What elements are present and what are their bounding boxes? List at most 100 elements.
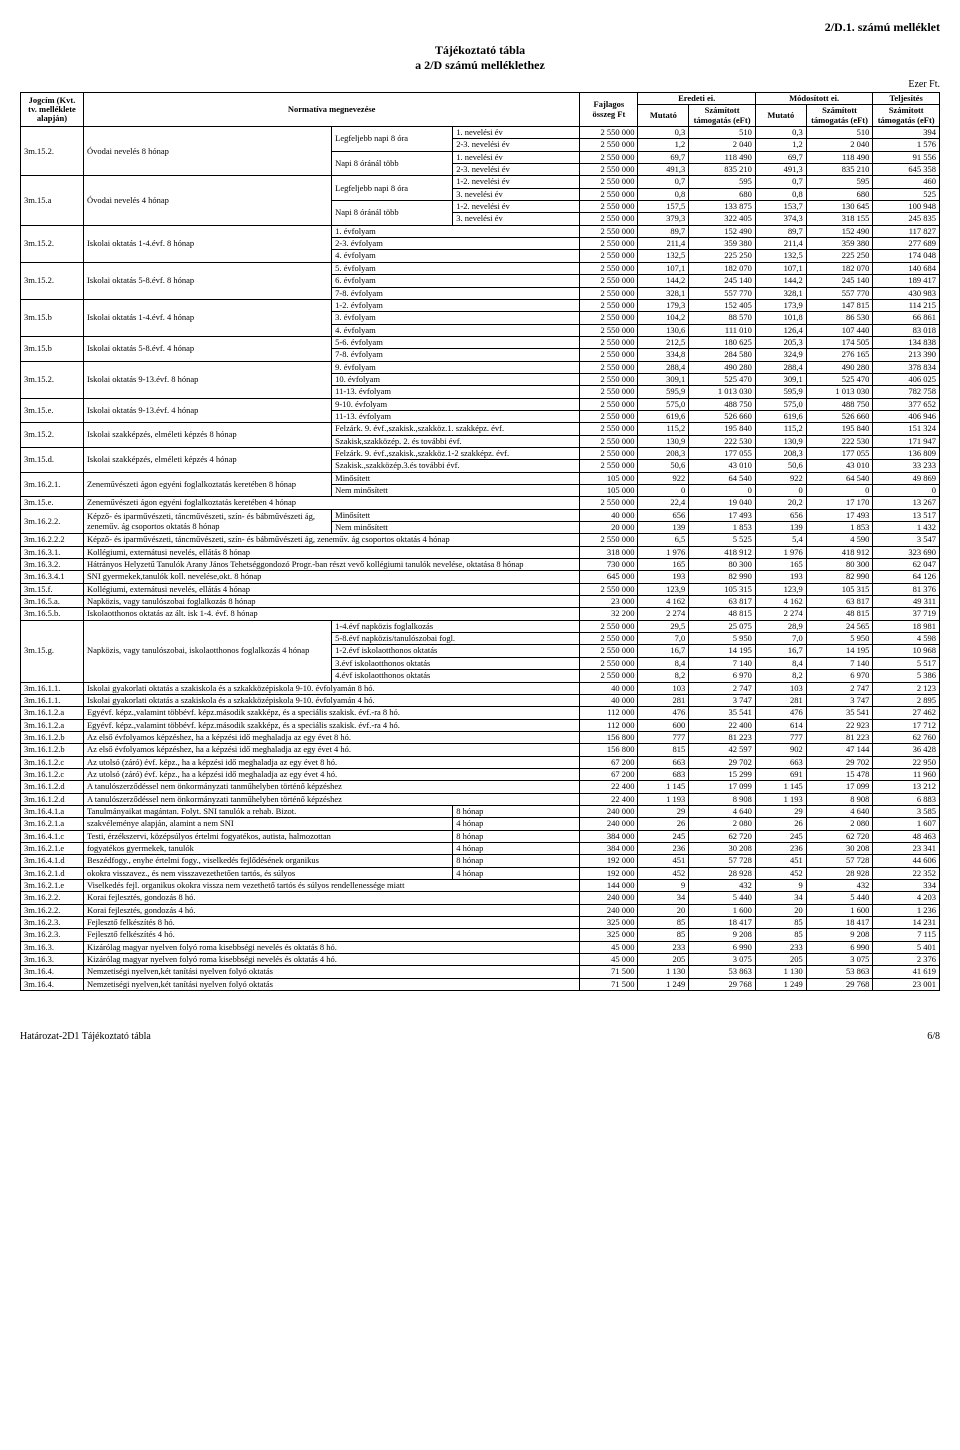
cell: Viselkedés fejl. organikus okokra vissza…	[83, 880, 579, 892]
cell: 2 550 000	[580, 312, 638, 324]
cell: 47 144	[806, 744, 873, 756]
cell: 1 853	[689, 522, 756, 534]
cell: Egyévf. képz.,valamint többévf. képz.más…	[83, 707, 579, 719]
cell: 48 815	[689, 608, 756, 620]
cell: 1 600	[806, 904, 873, 916]
cell: 2-3. évfolyam	[332, 238, 580, 250]
cell: Legfeljebb napi 8 óra	[332, 176, 453, 201]
cell: 1,2	[638, 139, 689, 151]
cell: 3 747	[806, 694, 873, 706]
cell: 384 000	[580, 842, 638, 854]
cell: 132,5	[638, 250, 689, 262]
cell: 3m.15.2.	[21, 262, 84, 299]
cell: 82 990	[806, 571, 873, 583]
table-row: 3m.16.4.Nemzetiségi nyelven,két tanítási…	[21, 966, 940, 978]
cell: 18 417	[806, 917, 873, 929]
cell: 88 570	[689, 312, 756, 324]
cell: 208,3	[638, 447, 689, 459]
cell: 595,9	[638, 386, 689, 398]
cell: 14 195	[806, 645, 873, 657]
cell: 18 981	[873, 620, 940, 632]
cell: 67 200	[580, 756, 638, 768]
cell: 491,3	[755, 164, 806, 176]
cell: 3.évf iskolaotthonos oktatás	[332, 657, 580, 669]
cell: 3m.16.2.1.a	[21, 818, 84, 830]
cell: 557 770	[806, 287, 873, 299]
cell: 111 010	[689, 324, 756, 336]
cell: 526 660	[806, 410, 873, 422]
cell: 85	[638, 917, 689, 929]
cell: 4 203	[873, 892, 940, 904]
cell: 225 250	[806, 250, 873, 262]
cell: 22 400	[580, 781, 638, 793]
cell: 334	[873, 880, 940, 892]
cell: 8,4	[755, 657, 806, 669]
table-row: 3m.16.1.2.bAz első évfolyamos képzéshez,…	[21, 744, 940, 756]
cell: 8,2	[638, 670, 689, 682]
table-row: 3m.15.2.Iskolai oktatás 1-4.évf. 8 hónap…	[21, 225, 940, 237]
cell: 377 652	[873, 398, 940, 410]
table-row: 3m.16.5.b.Iskolaotthonos oktatás az ált.…	[21, 608, 940, 620]
cell: 7 140	[806, 657, 873, 669]
cell: 1-4.évf napközis foglalkozás	[332, 620, 580, 632]
cell: 3m.16.1.2.a	[21, 707, 84, 719]
cell: 3m.16.1.2.b	[21, 744, 84, 756]
cell: 144 000	[580, 880, 638, 892]
cell: 3m.16.3.	[21, 941, 84, 953]
cell: 2 550 000	[580, 299, 638, 311]
cell: 3m.16.2.3.	[21, 917, 84, 929]
cell: 20 000	[580, 522, 638, 534]
cell: 171 947	[873, 435, 940, 447]
cell: 922	[638, 472, 689, 484]
cell: 2 550 000	[580, 336, 638, 348]
cell: 117 827	[873, 225, 940, 237]
attachment-number: 2/D.1. számú melléklet	[20, 20, 940, 35]
cell: 4 hónap	[453, 818, 580, 830]
cell: 1 130	[638, 966, 689, 978]
cell: 130,9	[638, 435, 689, 447]
table-row: 3m.16.3.1.Kollégiumi, externátusi nevelé…	[21, 546, 940, 558]
cell: 37 719	[873, 608, 940, 620]
cell: 3m.15.d.	[21, 447, 84, 472]
cell: 134 838	[873, 336, 940, 348]
cell: 782 758	[873, 386, 940, 398]
cell: 525 470	[689, 373, 756, 385]
table-row: 3m.16.1.2.aEgyévf. képz.,valamint többév…	[21, 719, 940, 731]
cell: 63 817	[806, 596, 873, 608]
cell: 11-13. évfolyam	[332, 386, 580, 398]
cell: 276 165	[806, 349, 873, 361]
cell: Nem minősített	[332, 522, 580, 534]
cell: 4 hónap	[453, 867, 580, 879]
cell: 525 470	[806, 373, 873, 385]
cell: 212,5	[638, 336, 689, 348]
cell: 8 908	[806, 793, 873, 805]
cell: 2 550 000	[580, 435, 638, 447]
cell: 174 048	[873, 250, 940, 262]
cell: 115,2	[755, 423, 806, 435]
cell: 3m.15.e.	[21, 497, 84, 509]
cell: 20	[638, 904, 689, 916]
cell: 49 311	[873, 596, 940, 608]
cell: 144,2	[755, 275, 806, 287]
table-row: 3m.16.3.2.Hátrányos Helyzetű Tanulók Ara…	[21, 559, 940, 571]
cell: 44 606	[873, 855, 940, 867]
cell: 1 130	[755, 966, 806, 978]
cell: 222 530	[806, 435, 873, 447]
cell: 328,1	[638, 287, 689, 299]
cell: 525	[873, 188, 940, 200]
cell: 1,2	[755, 139, 806, 151]
cell: 663	[755, 756, 806, 768]
cell: 2 550 000	[580, 645, 638, 657]
cell: 179,3	[638, 299, 689, 311]
table-row: 3m.15.aÓvodai nevelés 4 hónapLegfeljebb …	[21, 176, 940, 188]
cell: 236	[638, 842, 689, 854]
cell: 4 590	[806, 534, 873, 546]
cell: 2 123	[873, 682, 940, 694]
cell: 5. évfolyam	[332, 262, 580, 274]
cell: 11-13. évfolyam	[332, 410, 580, 422]
cell: 49 869	[873, 472, 940, 484]
cell: 15 299	[689, 768, 756, 780]
cell: 325 000	[580, 917, 638, 929]
cell: 118 490	[689, 151, 756, 163]
cell: 85	[755, 917, 806, 929]
